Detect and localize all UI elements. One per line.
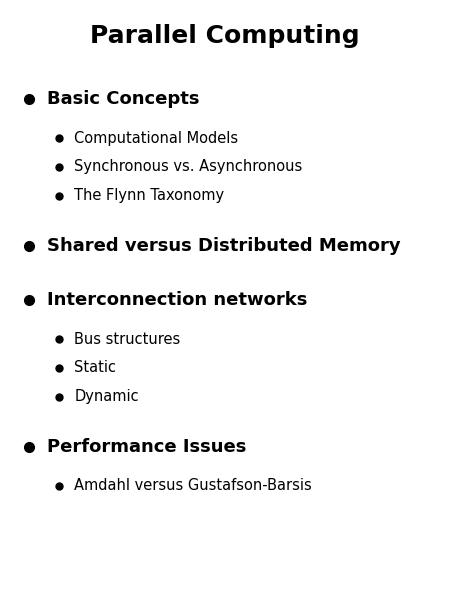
Text: Synchronous vs. Asynchronous: Synchronous vs. Asynchronous: [74, 159, 302, 174]
Text: Performance Issues: Performance Issues: [47, 438, 247, 456]
Text: Computational Models: Computational Models: [74, 130, 238, 145]
Text: Static: Static: [74, 360, 116, 376]
Text: Bus structures: Bus structures: [74, 331, 180, 346]
Text: Parallel Computing: Parallel Computing: [90, 24, 360, 48]
Text: Dynamic: Dynamic: [74, 389, 139, 404]
Text: Basic Concepts: Basic Concepts: [47, 90, 200, 108]
Text: Amdahl versus Gustafson-Barsis: Amdahl versus Gustafson-Barsis: [74, 479, 312, 493]
Text: Interconnection networks: Interconnection networks: [47, 291, 308, 309]
Text: Shared versus Distributed Memory: Shared versus Distributed Memory: [47, 237, 401, 255]
Text: The Flynn Taxonomy: The Flynn Taxonomy: [74, 188, 225, 203]
